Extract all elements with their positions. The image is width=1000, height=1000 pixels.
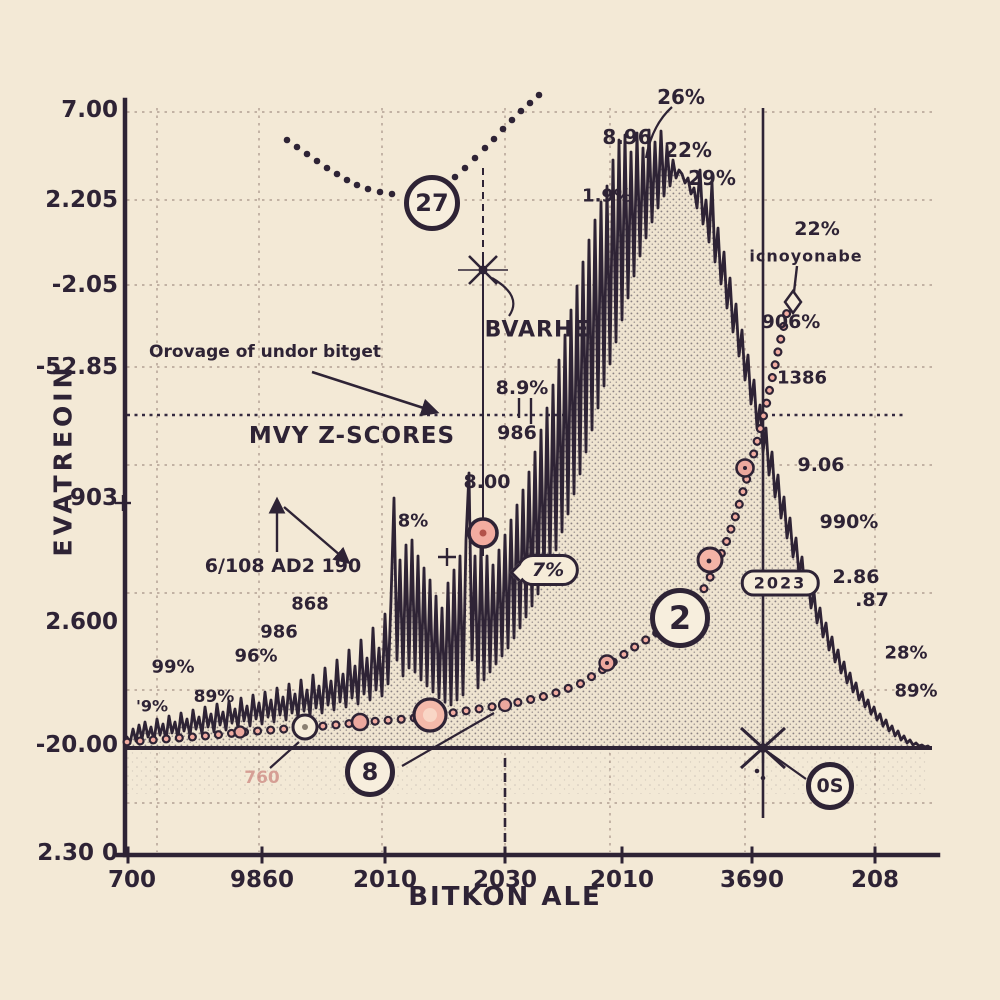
x-axis-title: BITKON ALE [408, 882, 602, 912]
right-label-9-06: 9.06 [797, 454, 845, 476]
y-tick-2-30: 2.30 0 [37, 840, 118, 866]
ref-code-label: 6/108 AD2 190 [204, 555, 362, 577]
mid-label-8-9pct: 8.9% [495, 377, 549, 399]
axes-lines [115, 97, 941, 864]
left-label-9pct: '9% [135, 696, 169, 716]
peak-label-26pct: 26% [657, 85, 705, 109]
y-axis-title: EVATREOIN [48, 363, 78, 557]
x-tick-2010a: 2010 [352, 867, 418, 893]
x-tick-700: 700 [107, 867, 157, 893]
right-label-word: icnoyonabe [749, 246, 863, 266]
badge-27: 27 [404, 175, 460, 231]
left-label-99pct: 99% [151, 656, 195, 678]
mid-label-986: 986 [497, 422, 537, 444]
left-label-868: 868 [291, 593, 329, 615]
star-marker-upper [458, 252, 508, 288]
x-tick-9860: 9860 [229, 867, 295, 893]
right-label-990pct: 990% [819, 511, 879, 533]
peak-label-22pct: 22% [664, 138, 712, 162]
y-tick-903: 903 [69, 485, 118, 511]
x-tick-2030: 2030 [472, 867, 538, 893]
right-label-2-86: 2.86 [832, 566, 880, 588]
bvarhe-label: BVARHE [484, 317, 590, 343]
mid-label-8-00: 8.00 [463, 471, 511, 493]
y-tick-neg-2-05: -2.05 [51, 272, 118, 298]
y-tick-neg-20-00: -20.00 [35, 732, 118, 758]
left-label-986: 986 [260, 621, 298, 643]
pink-label-760: 760 [244, 768, 280, 788]
y-tick-2-600: 2.600 [45, 609, 118, 635]
note-top: Orovage of undor bitget [149, 342, 381, 362]
bubble-7pct: 7% [516, 554, 580, 586]
badge-os: 0S [806, 762, 854, 810]
x-tick-208: 208 [850, 867, 900, 893]
right-label-87: .87 [855, 589, 889, 611]
y-tick-2-205: 2.205 [45, 187, 118, 213]
right-label-22pct: 22% [794, 218, 840, 240]
y-tick-7-00: 7.00 [61, 97, 118, 123]
baseline-stipple [127, 752, 927, 794]
mid-label-8pct: 8% [397, 510, 429, 532]
badge-2: 2 [650, 588, 710, 648]
x-tick-2010b: 2010 [589, 867, 655, 893]
peak-label-29pct: 29% [688, 166, 736, 190]
annotation-arrows [268, 106, 807, 780]
peak-label-1-9pct: 1.9% [582, 185, 632, 207]
dotted-arc [283, 91, 543, 198]
badge-8: 8 [345, 747, 395, 797]
right-label-28pct: 28% [884, 642, 928, 664]
left-label-96pct: 96% [234, 645, 278, 667]
z-scores-label: MVY Z-SCORES [248, 423, 456, 449]
plus-marks [115, 398, 533, 566]
x-tick-3690: 3690 [719, 867, 785, 893]
right-label-1386: 1386 [776, 367, 828, 389]
right-label-89pct: 89% [894, 680, 938, 702]
reference-lines [482, 108, 765, 848]
right-label-906pct: 906% [761, 311, 821, 333]
bead-markers [233, 288, 803, 741]
y-tick-neg-52-85: -52.85 [35, 354, 118, 380]
year-box-2023: 2023 [740, 569, 820, 597]
peak-label-8-96: 8.96 [602, 125, 652, 149]
left-label-89pct: 89% [193, 687, 235, 707]
star-marker-baseline [726, 726, 800, 781]
